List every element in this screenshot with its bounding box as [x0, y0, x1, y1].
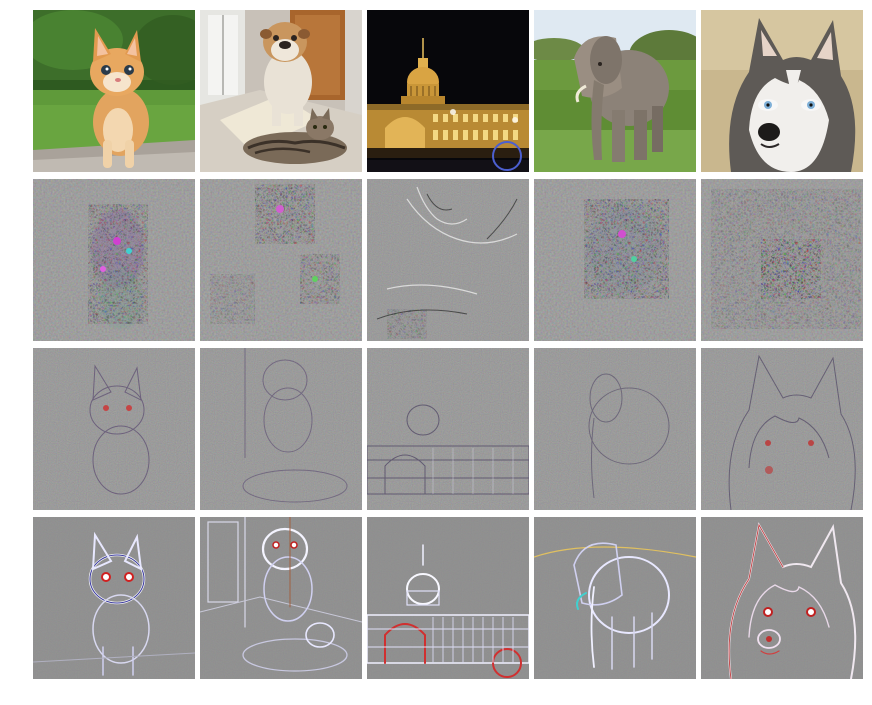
noisy-map-elephant: [534, 179, 696, 341]
noisy-map-icon: [33, 179, 195, 341]
noisy-map-icon: [534, 179, 696, 341]
edge-map-icon: [534, 517, 696, 679]
noisy-map-icon: [701, 179, 863, 341]
elephant-photo: [534, 10, 696, 172]
noisy-map-building: [367, 179, 529, 341]
noisy-map-husky: [701, 179, 863, 341]
building-photo: [367, 10, 529, 172]
texture-map-husky: [701, 348, 863, 510]
husky-photo-icon: [701, 10, 863, 172]
edge-map-elephant: [534, 517, 696, 679]
edge-map-icon: [701, 517, 863, 679]
texture-map-icon: [33, 348, 195, 510]
image-grid: [33, 10, 863, 679]
building-photo-icon: [367, 10, 529, 172]
edge-map-dog-cat: [200, 517, 362, 679]
texture-map-icon: [701, 348, 863, 510]
edge-map-kitten: [33, 517, 195, 679]
texture-map-elephant: [534, 348, 696, 510]
husky-photo: [701, 10, 863, 172]
kitten-photo: [33, 10, 195, 172]
texture-map-icon: [200, 348, 362, 510]
noisy-map-icon: [200, 179, 362, 341]
dog-cat-photo: [200, 10, 362, 172]
noisy-map-kitten: [33, 179, 195, 341]
texture-map-icon: [534, 348, 696, 510]
kitten-photo-icon: [33, 10, 195, 172]
noisy-map-dog-cat: [200, 179, 362, 341]
texture-map-kitten: [33, 348, 195, 510]
edge-map-husky: [701, 517, 863, 679]
edge-map-icon: [200, 517, 362, 679]
texture-map-icon: [367, 348, 529, 510]
dog-cat-photo-icon: [200, 10, 362, 172]
noisy-map-icon: [367, 179, 529, 341]
elephant-photo-icon: [534, 10, 696, 172]
edge-map-icon: [33, 517, 195, 679]
texture-map-dog-cat: [200, 348, 362, 510]
edge-map-building: [367, 517, 529, 679]
texture-map-building: [367, 348, 529, 510]
edge-map-icon: [367, 517, 529, 679]
